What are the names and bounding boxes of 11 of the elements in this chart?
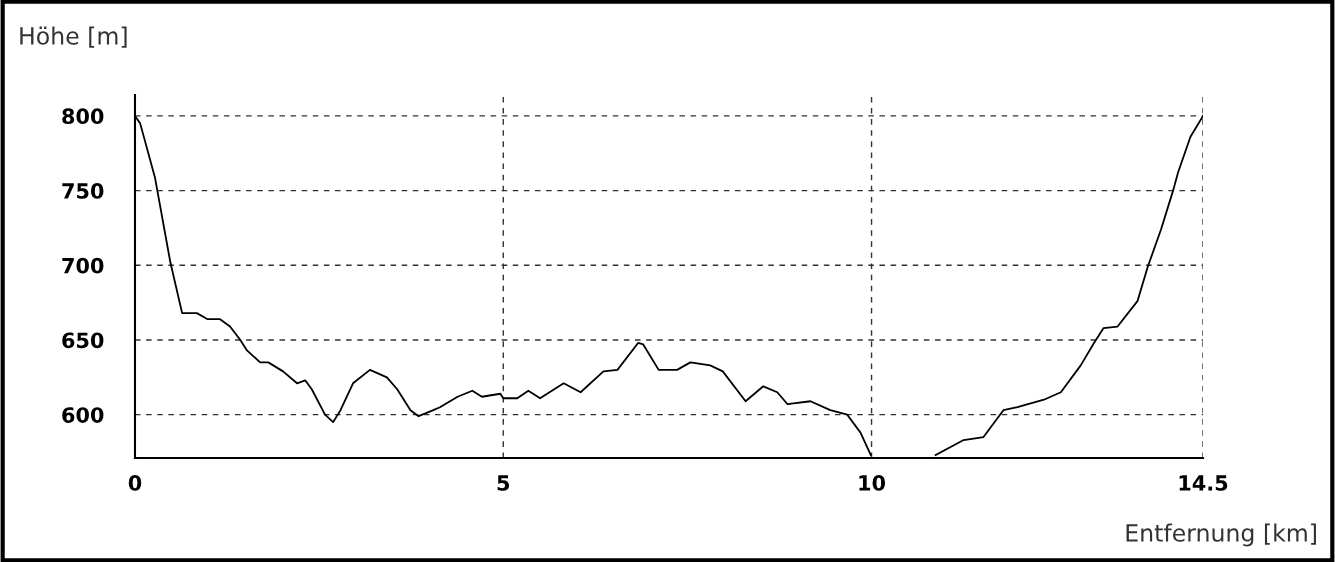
y-axis-title: Höhe [m] [20, 26, 127, 48]
x-tick-label: 10 [859, 475, 886, 491]
y-tick-label: 750 [62, 183, 104, 199]
y-tick-label: 600 [62, 407, 104, 423]
x-tick-label: 0 [128, 475, 142, 491]
x-tick-label: 5 [497, 475, 510, 491]
y-tick-label: 700 [62, 257, 104, 274]
y-tick-label: 650 [62, 332, 104, 349]
y-tick-label: 800 [62, 108, 104, 125]
x-axis-title: Entfernung [km] [1126, 523, 1316, 547]
x-tick-label: 14.5 [1179, 475, 1228, 491]
